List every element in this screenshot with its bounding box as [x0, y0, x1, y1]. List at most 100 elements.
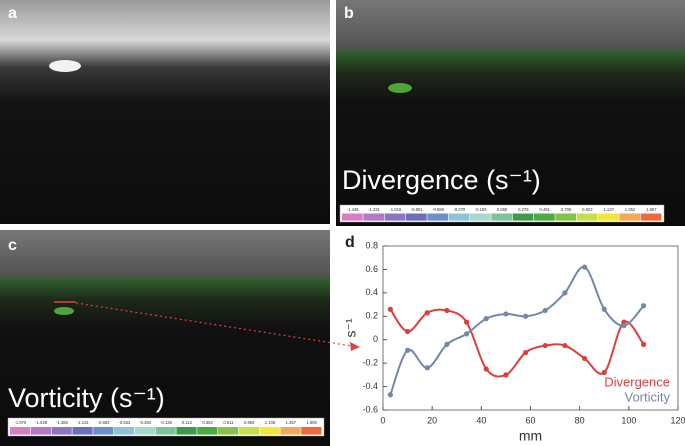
bright-spot: [49, 60, 81, 72]
data-point: [562, 290, 568, 296]
colorbar-label: 0.491: [539, 207, 550, 212]
colorbar-label: -0.882: [98, 420, 111, 425]
image-b: [336, 0, 685, 226]
colorbar-swatch: [342, 213, 363, 221]
colorbar-swatch: [51, 427, 72, 435]
panel-label: c: [8, 237, 17, 254]
colorbar-swatch: [555, 213, 577, 221]
colorbar-label: -0.633: [118, 420, 131, 425]
colorbar-label: 0.276: [518, 207, 529, 212]
colorbar-label: 1.137: [603, 207, 614, 212]
colorbar-label: -1.446: [347, 207, 360, 212]
y-tick-label: -0.4: [362, 381, 378, 391]
colorbar: -1.446 -1.231 -1.016 -0.801 -0.586 -0.370 -0.1…: [339, 204, 665, 223]
colorbar-label: 1.108: [265, 420, 276, 425]
legend-entry: Divergence: [604, 374, 670, 389]
colorbar-swatch: [30, 427, 51, 435]
y-tick-label: 0: [373, 334, 378, 344]
x-tick-label: 60: [525, 415, 535, 425]
colorbar-swatch: [363, 213, 385, 221]
y-tick-label: -0.6: [362, 404, 378, 414]
colorbar-label: -0.384: [139, 420, 152, 425]
image-c: [0, 230, 330, 446]
colorbar-swatch: [259, 427, 280, 435]
y-tick-label: 0.2: [365, 311, 378, 321]
colorbar-swatch: [384, 213, 406, 221]
colorbar-swatch: [512, 213, 534, 221]
data-point: [463, 319, 470, 325]
colorbar-swatch: [280, 427, 301, 435]
arrow-line: [75, 302, 353, 347]
colorbar-label: -1.231: [368, 207, 381, 212]
colorbar-swatch: [72, 427, 93, 435]
colorbar-label: 0.859: [244, 420, 255, 425]
colorbar-label: -0.136: [160, 420, 173, 425]
colorbar-label: 0.922: [582, 207, 593, 212]
x-axis-label: mm: [519, 428, 542, 444]
green-spot: [388, 83, 412, 93]
colorbar: -1.876 -1.628 -1.380 -1.131 -0.882 -0.633 -0.3…: [7, 417, 325, 437]
data-point: [463, 331, 470, 337]
colorbar-label: -1.016: [389, 207, 402, 212]
colorbar-swatch: [176, 427, 197, 435]
colorbar-label: 0.611: [223, 420, 234, 425]
colorbar-swatch: [427, 213, 449, 221]
data-point: [404, 328, 411, 335]
panel-title: Vorticity (s⁻¹): [8, 383, 165, 413]
y-tick-label: 0.4: [365, 287, 378, 297]
green-spot: [54, 307, 74, 315]
data-point: [542, 342, 548, 349]
panel-label: a: [8, 5, 17, 22]
data-point: [522, 350, 529, 356]
colorbar-swatch: [470, 213, 491, 221]
colorbar-label: -1.131: [77, 420, 90, 425]
data-point: [483, 366, 489, 372]
x-tick-label: 0: [380, 415, 385, 425]
colorbar-swatch: [598, 213, 619, 221]
colorbar-label: 1.352: [625, 207, 636, 212]
colorbar-swatch: [576, 213, 598, 221]
data-point: [444, 341, 450, 347]
data-point: [404, 347, 411, 353]
data-point: [387, 306, 393, 312]
data-point: [503, 372, 509, 378]
data-point: [483, 316, 489, 322]
data-point: [621, 323, 627, 329]
legend-entry: Vorticity: [624, 389, 670, 404]
x-tick-label: 20: [427, 415, 437, 425]
data-point: [542, 307, 548, 314]
colorbar-swatch: [534, 213, 555, 221]
data-point: [424, 365, 430, 371]
y-tick-label: 0.8: [365, 240, 378, 250]
colorbar-swatch: [10, 427, 31, 435]
data-point: [640, 341, 647, 347]
colorbar-label: -1.876: [14, 420, 27, 425]
colorbar-label: 1.357: [286, 420, 297, 425]
image-a: [0, 0, 330, 224]
data-point: [640, 303, 647, 309]
y-tick-label: -0.2: [362, 358, 378, 368]
x-tick-label: 80: [575, 415, 585, 425]
data-point: [601, 369, 607, 376]
colorbar-label: -1.628: [35, 420, 48, 425]
colorbar-swatch: [406, 213, 427, 221]
colorbar-label: 0.113: [182, 420, 193, 425]
chart: d -0.6 -0.4 -0.2 0 0.2 0.4 0.6 0.8 0 20 40 60 80 100 1…: [343, 234, 685, 443]
panel-title: Divergence (s⁻¹): [342, 165, 541, 195]
data-point: [503, 311, 509, 317]
colorbar-label: -0.155: [475, 207, 488, 212]
colorbar-label: 0.362: [202, 420, 213, 425]
x-tick-label: 40: [476, 415, 486, 425]
colorbar-swatch: [134, 427, 155, 435]
colorbar-swatch: [619, 213, 641, 221]
colorbar-swatch: [301, 427, 322, 435]
colorbar-label: -0.586: [432, 207, 445, 212]
colorbar-label: 0.060: [497, 207, 508, 212]
data-point: [424, 310, 430, 316]
data-point: [581, 355, 588, 362]
arrow-head: [350, 342, 360, 351]
data-point: [601, 306, 607, 312]
x-tick-label: 120: [670, 415, 685, 425]
data-point: [387, 392, 393, 398]
